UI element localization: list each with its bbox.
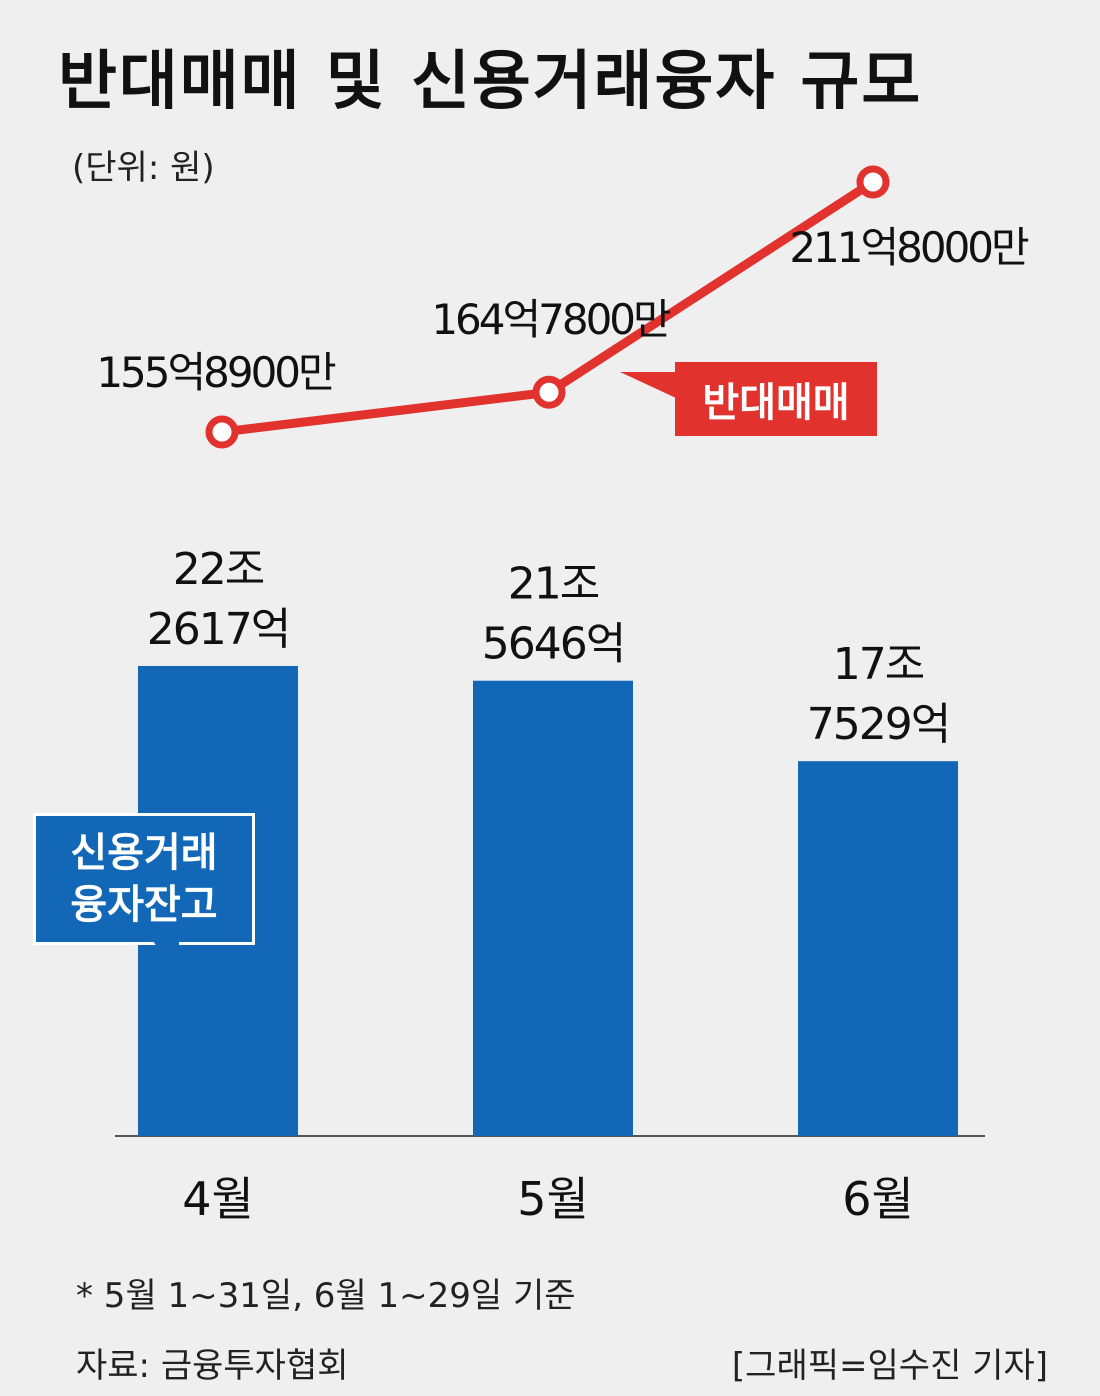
- red-tag-pointer: [620, 372, 676, 398]
- x-tick-label-1: 4월: [182, 1172, 254, 1226]
- x-tick-label-2: 5월: [517, 1172, 589, 1226]
- line-series-tag-label: 반대매매: [702, 380, 850, 426]
- line-point-2: [532, 375, 566, 409]
- unit-note: (단위: 원): [72, 148, 215, 188]
- line-label-2: 164억7800만: [431, 295, 671, 344]
- combo-chart: 22조 2617억 4월 21조 5646억 5월 17조 7529억 6월 155억8900만 1…: [96, 165, 1032, 1226]
- bar-series-tag-line2: 융자잔고: [70, 882, 218, 928]
- bar-label-3-line2: 7529억: [807, 699, 949, 750]
- line-label-3: 211억8000만: [789, 223, 1029, 272]
- source-note: 자료: 금융투자협회: [76, 1346, 349, 1386]
- bar-label-2-line1: 21조: [508, 559, 599, 610]
- bar-series-tag: 신용거래 융자잔고: [33, 813, 255, 979]
- line-point-3: [856, 165, 890, 199]
- bar-3: [798, 761, 958, 1136]
- line-point-1: [205, 415, 239, 449]
- graphic-credit: [그래픽=임수진 기자]: [731, 1346, 1048, 1386]
- bar-label-2-line2: 5646억: [482, 619, 624, 670]
- line-series-tag: 반대매매: [620, 362, 877, 436]
- line-label-1: 155억8900만: [96, 348, 336, 397]
- chart-title: 반대매매 및 신용거래융자 규모: [58, 45, 923, 119]
- bar-series-tag-line1: 신용거래: [70, 830, 218, 876]
- bar-label-1-line1: 22조: [173, 544, 264, 595]
- bar-label-1-line2: 2617억: [147, 604, 289, 655]
- footnote: * 5월 1~31일, 6월 1~29일 기준: [76, 1276, 576, 1316]
- x-tick-label-3: 6월: [842, 1172, 914, 1226]
- bar-label-3-line1: 17조: [833, 639, 924, 690]
- blue-tag-tail: [153, 941, 179, 979]
- bar-2: [473, 680, 633, 1136]
